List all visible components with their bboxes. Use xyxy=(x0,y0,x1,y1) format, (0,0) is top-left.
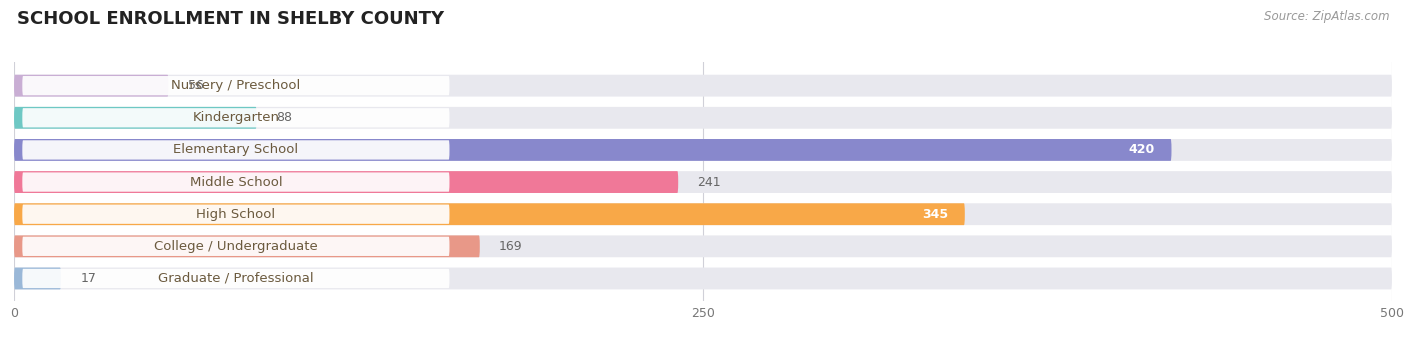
Text: 169: 169 xyxy=(499,240,523,253)
Text: SCHOOL ENROLLMENT IN SHELBY COUNTY: SCHOOL ENROLLMENT IN SHELBY COUNTY xyxy=(17,10,444,28)
FancyBboxPatch shape xyxy=(14,107,256,129)
Text: Elementary School: Elementary School xyxy=(173,143,298,156)
Text: High School: High School xyxy=(197,208,276,221)
FancyBboxPatch shape xyxy=(22,76,450,95)
FancyBboxPatch shape xyxy=(14,267,60,289)
Text: 56: 56 xyxy=(187,79,204,92)
Text: 345: 345 xyxy=(922,208,948,221)
FancyBboxPatch shape xyxy=(14,203,1392,225)
FancyBboxPatch shape xyxy=(14,235,1392,257)
Text: Middle School: Middle School xyxy=(190,175,283,188)
Text: 88: 88 xyxy=(276,111,292,124)
Text: Graduate / Professional: Graduate / Professional xyxy=(157,272,314,285)
Text: 241: 241 xyxy=(697,175,721,188)
FancyBboxPatch shape xyxy=(22,269,450,288)
FancyBboxPatch shape xyxy=(14,171,1392,193)
FancyBboxPatch shape xyxy=(14,139,1392,161)
FancyBboxPatch shape xyxy=(22,237,450,256)
Text: 420: 420 xyxy=(1129,143,1154,156)
FancyBboxPatch shape xyxy=(14,235,479,257)
FancyBboxPatch shape xyxy=(22,140,450,160)
FancyBboxPatch shape xyxy=(22,172,450,192)
FancyBboxPatch shape xyxy=(22,108,450,128)
FancyBboxPatch shape xyxy=(14,139,1171,161)
FancyBboxPatch shape xyxy=(14,107,1392,129)
FancyBboxPatch shape xyxy=(14,75,1392,96)
Text: Nursery / Preschool: Nursery / Preschool xyxy=(172,79,301,92)
FancyBboxPatch shape xyxy=(22,205,450,224)
Text: College / Undergraduate: College / Undergraduate xyxy=(155,240,318,253)
FancyBboxPatch shape xyxy=(14,75,169,96)
FancyBboxPatch shape xyxy=(14,203,965,225)
FancyBboxPatch shape xyxy=(14,267,1392,289)
Text: 17: 17 xyxy=(80,272,96,285)
Text: Source: ZipAtlas.com: Source: ZipAtlas.com xyxy=(1264,10,1389,23)
FancyBboxPatch shape xyxy=(14,171,678,193)
Text: Kindergarten: Kindergarten xyxy=(193,111,280,124)
